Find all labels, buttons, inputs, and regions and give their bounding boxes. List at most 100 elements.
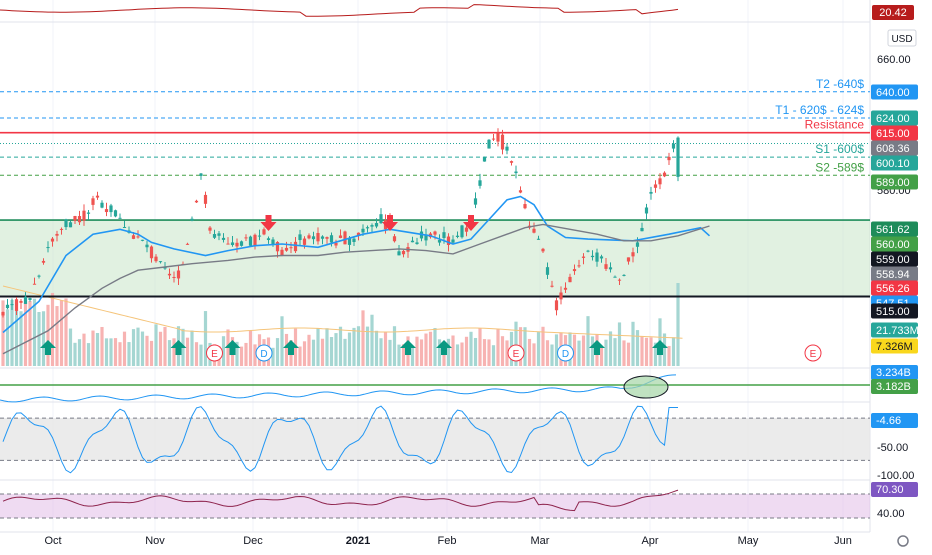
- candle-body: [662, 172, 667, 177]
- time-axis-tick: Nov: [145, 535, 165, 547]
- candle-body: [581, 256, 586, 258]
- volume-bar: [248, 330, 253, 366]
- candle-body: [523, 204, 527, 209]
- price-label-badge: [871, 125, 918, 141]
- volume-bar: [329, 337, 334, 366]
- candle-body: [208, 227, 212, 231]
- top-indicator-line: [0, 4, 679, 17]
- candle-body: [203, 194, 208, 204]
- volume-bar: [253, 344, 257, 366]
- candle-body: [82, 210, 86, 221]
- rsi-value-badge: [871, 482, 918, 497]
- volume-bar: [320, 338, 325, 366]
- volume-bar: [622, 340, 626, 366]
- volume-bar: [446, 338, 451, 366]
- event-marker-E[interactable]: [507, 344, 525, 362]
- candle-body: [649, 191, 653, 194]
- candle-body: [374, 223, 379, 227]
- event-marker-label: E: [211, 349, 218, 360]
- price-label: 560.00: [876, 239, 910, 251]
- volume-bar: [307, 334, 311, 366]
- up-arrow-icon: [589, 340, 605, 355]
- price-label: 559.00: [876, 254, 910, 266]
- candle-body: [604, 264, 608, 269]
- volume-bar: [667, 345, 671, 366]
- volume-bar: [451, 335, 455, 366]
- volume-bar: [599, 346, 604, 366]
- volume-bar: [514, 321, 518, 366]
- candle-body: [194, 200, 199, 203]
- candle-body: [55, 233, 59, 236]
- level-label-S1: S1 -600$: [815, 142, 864, 156]
- candle-body: [644, 207, 649, 214]
- up-arrow-icon: [170, 340, 187, 355]
- candle-body: [280, 249, 284, 256]
- candle-body: [505, 146, 509, 151]
- candle-body: [586, 250, 590, 252]
- volume-bar: [617, 322, 622, 366]
- price-label: 624.00: [876, 113, 910, 125]
- williams-tick: -50.00: [877, 442, 908, 454]
- candle-body: [257, 235, 262, 237]
- volume-bar: [91, 330, 95, 366]
- volume-bar: [532, 343, 536, 366]
- event-marker-E[interactable]: [804, 344, 822, 362]
- volume-bar: [550, 344, 554, 366]
- volume-bar: [469, 331, 473, 366]
- volume-bar: [334, 333, 338, 366]
- candle-body: [487, 139, 491, 149]
- volume-bar: [298, 346, 302, 366]
- candle-body: [131, 235, 136, 239]
- volume-bar: [14, 310, 19, 366]
- candle-body: [563, 287, 568, 290]
- volume-bar: [118, 342, 122, 366]
- candle-body: [424, 234, 428, 241]
- candle-body: [253, 234, 257, 246]
- highlight-ellipse[interactable]: [623, 375, 669, 399]
- event-marker-E[interactable]: [206, 344, 223, 362]
- volume-bar: [424, 333, 428, 366]
- candle-body: [1, 312, 5, 316]
- candle-body: [46, 247, 50, 249]
- volume-bar: [302, 341, 307, 366]
- top-indicator-value: 20.42: [879, 7, 907, 19]
- candle-body: [109, 205, 113, 213]
- price-label-badge: [871, 110, 918, 126]
- volume-bar: [572, 334, 577, 366]
- rsi-tick: 40.00: [877, 508, 905, 520]
- candle-body: [617, 279, 622, 281]
- candle-body: [334, 242, 338, 246]
- volume-bar: [149, 340, 154, 366]
- gear-icon[interactable]: [897, 535, 909, 547]
- candle-body: [172, 276, 176, 278]
- candle-body: [343, 231, 347, 245]
- candle-body: [626, 257, 631, 262]
- volume-bar: [122, 331, 127, 366]
- candle-body: [676, 137, 680, 177]
- price-label: 556.26: [876, 283, 910, 295]
- candle-body: [95, 195, 100, 198]
- volume-bar: [194, 342, 199, 366]
- candle-body: [176, 270, 181, 279]
- candle-body: [667, 156, 671, 161]
- volume-bar: [50, 292, 55, 366]
- event-marker-D[interactable]: [557, 344, 574, 362]
- candle-body: [320, 236, 325, 239]
- volume-bar: [172, 338, 176, 366]
- volume-bar: [311, 339, 316, 366]
- candle-body: [572, 269, 577, 272]
- volume-bar: [145, 335, 149, 366]
- candle-body: [599, 256, 604, 259]
- candle-body: [163, 266, 167, 269]
- candle-body: [329, 235, 334, 243]
- candle-body: [338, 235, 343, 238]
- volume-bar: [626, 342, 631, 366]
- volume-bar: [10, 299, 14, 366]
- volume-bar: [1, 300, 5, 366]
- currency-box[interactable]: [887, 29, 917, 47]
- candle-body: [221, 237, 226, 240]
- event-marker-D[interactable]: [255, 344, 273, 362]
- volume-bar: [343, 338, 347, 366]
- volume-bar: [590, 336, 595, 366]
